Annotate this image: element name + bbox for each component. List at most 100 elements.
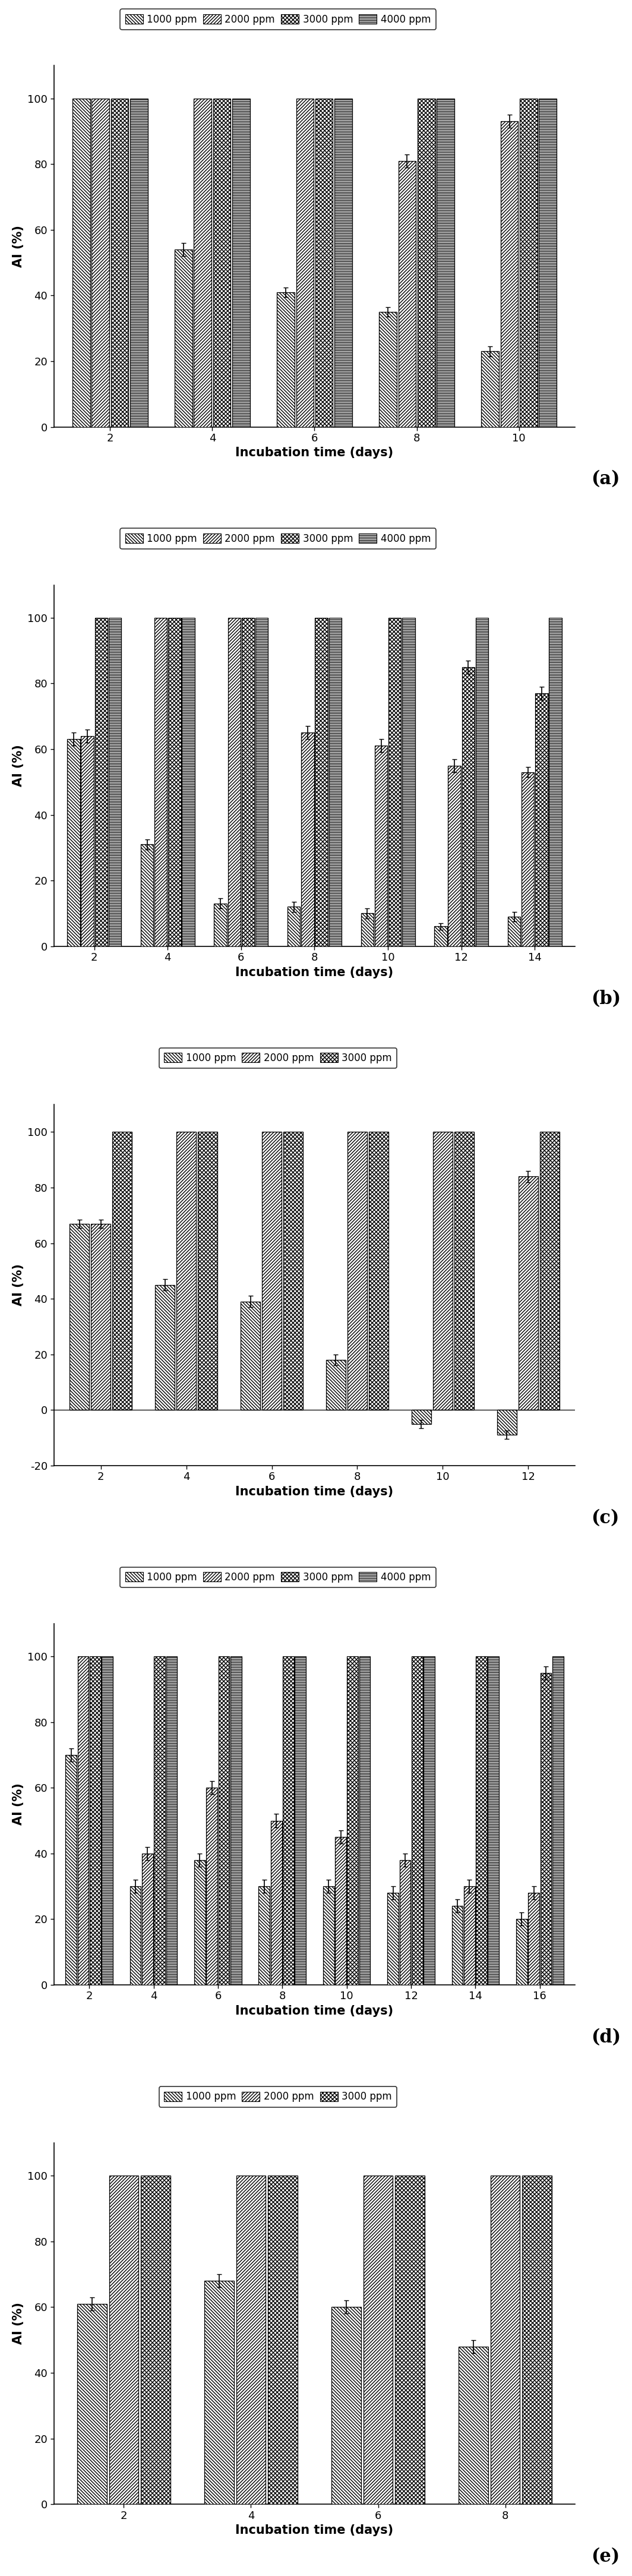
Bar bbox=[329, 618, 341, 945]
Bar bbox=[528, 1893, 539, 1986]
Bar bbox=[402, 618, 415, 945]
Y-axis label: AI (%): AI (%) bbox=[13, 2303, 24, 2344]
Bar bbox=[507, 917, 521, 945]
Bar bbox=[296, 98, 313, 428]
Bar bbox=[268, 2177, 297, 2504]
Bar bbox=[437, 98, 454, 428]
Bar bbox=[194, 98, 212, 428]
Bar bbox=[78, 1656, 88, 1986]
Bar bbox=[231, 1656, 241, 1986]
Bar bbox=[347, 1656, 358, 1986]
Bar bbox=[154, 618, 167, 945]
Bar bbox=[70, 1224, 89, 1409]
Bar bbox=[482, 350, 499, 428]
Bar bbox=[111, 98, 128, 428]
Bar bbox=[395, 2177, 425, 2504]
X-axis label: Incubation time (days): Incubation time (days) bbox=[236, 2004, 394, 2017]
Bar bbox=[379, 312, 397, 428]
Bar bbox=[166, 1656, 177, 1986]
X-axis label: Incubation time (days): Incubation time (days) bbox=[236, 448, 394, 459]
Bar bbox=[315, 618, 328, 945]
Bar bbox=[459, 2347, 488, 2504]
Bar bbox=[454, 1131, 474, 1409]
Bar bbox=[214, 904, 227, 945]
Bar bbox=[92, 98, 109, 428]
Bar bbox=[490, 2177, 520, 2504]
Y-axis label: AI (%): AI (%) bbox=[13, 1265, 24, 1306]
Bar bbox=[375, 747, 387, 945]
Bar bbox=[332, 2308, 361, 2504]
Bar bbox=[109, 2177, 138, 2504]
Bar bbox=[288, 907, 300, 945]
Bar bbox=[540, 1672, 551, 1986]
Bar bbox=[77, 2303, 107, 2504]
Bar bbox=[109, 618, 121, 945]
Bar bbox=[411, 1409, 431, 1425]
Bar bbox=[90, 1656, 101, 1986]
Legend: 1000 ppm, 2000 ppm, 3000 ppm, 4000 ppm: 1000 ppm, 2000 ppm, 3000 ppm, 4000 ppm bbox=[120, 528, 436, 549]
Bar bbox=[283, 1131, 303, 1409]
Y-axis label: AI (%): AI (%) bbox=[13, 224, 24, 268]
Bar bbox=[326, 1360, 346, 1409]
Legend: 1000 ppm, 2000 ppm, 3000 ppm: 1000 ppm, 2000 ppm, 3000 ppm bbox=[159, 1048, 397, 1069]
Bar bbox=[130, 98, 148, 428]
Bar bbox=[228, 618, 241, 945]
Bar bbox=[207, 1788, 217, 1986]
Text: (d): (d) bbox=[591, 2027, 621, 2045]
Bar bbox=[241, 1301, 260, 1409]
Bar bbox=[418, 98, 435, 428]
Bar bbox=[67, 739, 80, 945]
Bar bbox=[277, 291, 295, 428]
Bar bbox=[168, 618, 181, 945]
Bar bbox=[488, 1656, 499, 1986]
Bar bbox=[552, 1656, 563, 1986]
Bar bbox=[387, 1893, 399, 1986]
Bar bbox=[66, 1754, 76, 1986]
Bar bbox=[464, 1886, 475, 1986]
Bar bbox=[154, 1656, 165, 1986]
Bar bbox=[389, 618, 401, 945]
Text: (a): (a) bbox=[591, 471, 619, 489]
Bar bbox=[130, 1886, 141, 1986]
Bar bbox=[255, 618, 268, 945]
Bar bbox=[176, 1131, 196, 1409]
Bar bbox=[236, 2177, 265, 2504]
Bar bbox=[95, 618, 107, 945]
Bar bbox=[174, 250, 192, 428]
Bar bbox=[219, 1656, 229, 1986]
Bar bbox=[73, 98, 90, 428]
Bar bbox=[323, 1886, 334, 1986]
Bar bbox=[501, 121, 518, 428]
Bar bbox=[520, 98, 537, 428]
Bar bbox=[141, 2177, 170, 2504]
Bar bbox=[142, 1855, 153, 1986]
Bar bbox=[283, 1656, 294, 1986]
Bar bbox=[213, 98, 231, 428]
Bar bbox=[334, 98, 352, 428]
Legend: 1000 ppm, 2000 ppm, 3000 ppm, 4000 ppm: 1000 ppm, 2000 ppm, 3000 ppm, 4000 ppm bbox=[120, 10, 436, 31]
Bar bbox=[516, 1919, 527, 1986]
Bar bbox=[521, 773, 534, 945]
Bar bbox=[523, 2177, 552, 2504]
Bar bbox=[398, 160, 416, 428]
Bar bbox=[81, 737, 94, 945]
Bar bbox=[182, 618, 195, 945]
Bar bbox=[258, 1886, 270, 1986]
Bar bbox=[518, 1177, 538, 1409]
Bar bbox=[452, 1906, 463, 1986]
Bar bbox=[348, 1131, 367, 1409]
Bar bbox=[301, 732, 314, 945]
Bar bbox=[433, 1131, 453, 1409]
Bar bbox=[540, 1131, 559, 1409]
Legend: 1000 ppm, 2000 ppm, 3000 ppm, 4000 ppm: 1000 ppm, 2000 ppm, 3000 ppm, 4000 ppm bbox=[120, 1566, 436, 1587]
Bar bbox=[535, 693, 548, 945]
Bar bbox=[497, 1409, 516, 1435]
Bar bbox=[205, 2280, 234, 2504]
Bar bbox=[232, 98, 250, 428]
Bar bbox=[112, 1131, 132, 1409]
Bar bbox=[91, 1224, 111, 1409]
Legend: 1000 ppm, 2000 ppm, 3000 ppm: 1000 ppm, 2000 ppm, 3000 ppm bbox=[159, 2087, 397, 2107]
Bar bbox=[194, 1860, 205, 1986]
Bar bbox=[476, 1656, 487, 1986]
Bar bbox=[399, 1860, 411, 1986]
